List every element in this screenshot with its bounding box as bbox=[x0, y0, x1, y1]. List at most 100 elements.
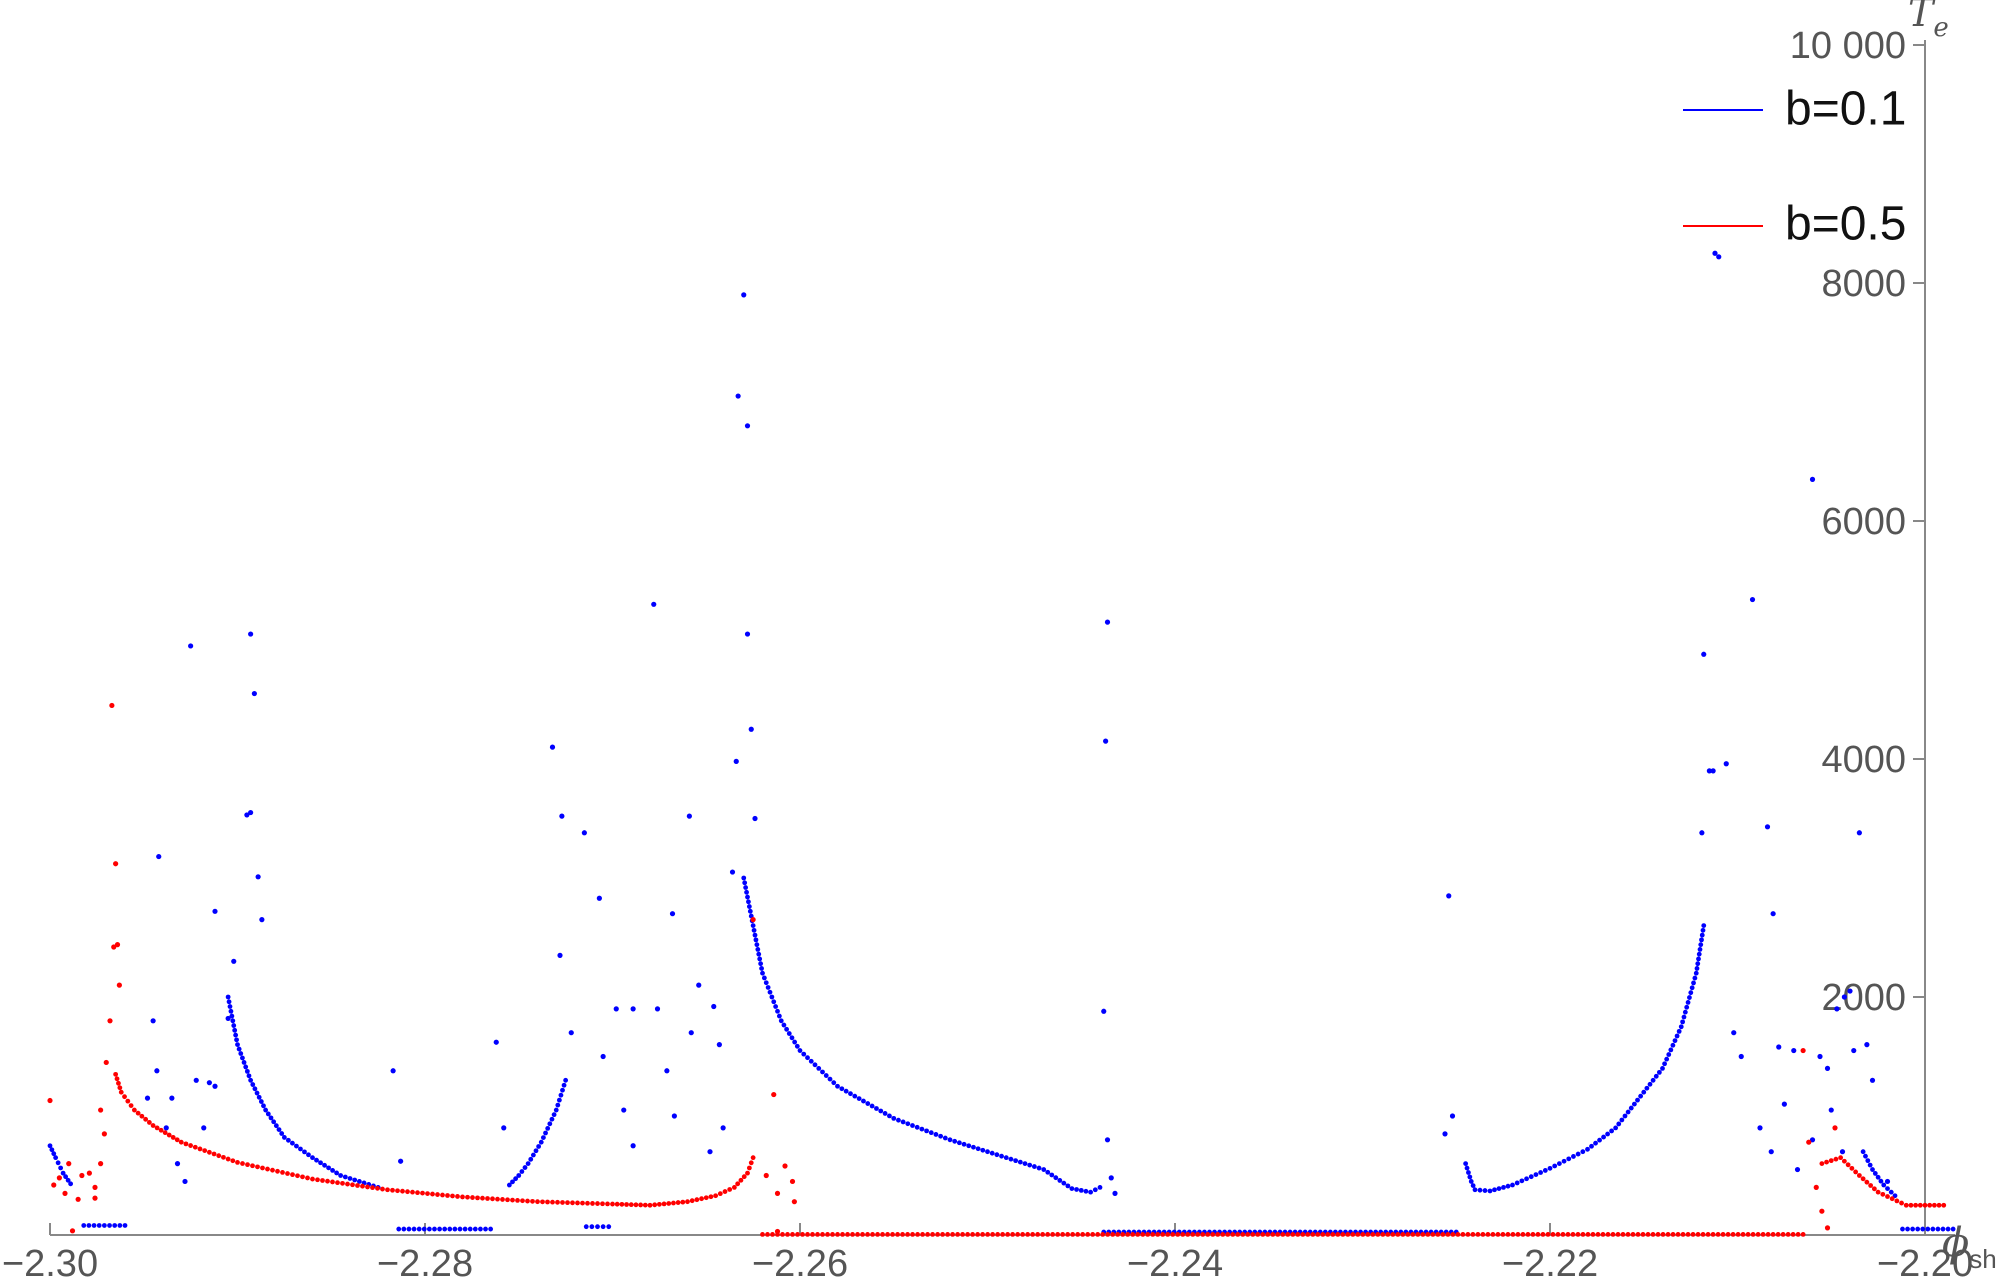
data-point bbox=[245, 1162, 250, 1168]
data-point bbox=[294, 1143, 299, 1149]
data-point bbox=[955, 1232, 961, 1237]
data-point bbox=[816, 1066, 822, 1071]
data-point bbox=[1565, 1232, 1571, 1237]
data-point bbox=[1847, 988, 1853, 994]
data-point bbox=[1215, 1232, 1221, 1237]
data-point bbox=[493, 1039, 499, 1045]
data-point bbox=[1925, 1226, 1931, 1232]
data-point bbox=[619, 1201, 625, 1207]
data-point bbox=[870, 1232, 875, 1237]
data-point bbox=[750, 1155, 756, 1161]
data-point bbox=[1701, 923, 1707, 928]
data-point bbox=[731, 1185, 737, 1190]
data-point bbox=[1676, 1028, 1682, 1034]
data-point bbox=[1455, 1232, 1461, 1237]
data-point bbox=[1660, 1232, 1666, 1237]
data-point bbox=[86, 1170, 92, 1176]
data-point bbox=[96, 1223, 102, 1228]
data-point bbox=[745, 894, 750, 900]
data-point bbox=[794, 1043, 800, 1049]
data-point bbox=[1668, 1047, 1674, 1053]
data-point bbox=[1867, 1162, 1873, 1168]
data-point bbox=[352, 1177, 358, 1183]
data-point bbox=[1036, 1165, 1042, 1171]
data-point bbox=[559, 813, 565, 819]
data-point bbox=[1460, 1232, 1466, 1237]
data-point bbox=[1841, 1158, 1847, 1164]
data-point bbox=[1570, 1232, 1576, 1237]
data-point bbox=[1680, 1232, 1686, 1237]
data-point bbox=[750, 917, 756, 923]
data-point bbox=[729, 869, 736, 875]
data-point bbox=[1470, 1232, 1476, 1237]
data-point bbox=[664, 1068, 670, 1074]
data-point bbox=[401, 1226, 407, 1232]
data-point bbox=[101, 1131, 107, 1137]
data-point bbox=[385, 1187, 390, 1193]
data-point bbox=[595, 1224, 600, 1230]
data-point bbox=[150, 1123, 156, 1128]
data-point bbox=[688, 1030, 694, 1036]
data-point bbox=[421, 1226, 427, 1232]
data-point bbox=[92, 1195, 98, 1201]
data-point bbox=[229, 1013, 235, 1019]
data-point bbox=[116, 982, 122, 988]
data-point bbox=[827, 1076, 833, 1082]
data-point bbox=[746, 904, 752, 909]
data-point bbox=[1853, 1169, 1859, 1175]
data-point bbox=[1519, 1178, 1525, 1184]
data-point bbox=[789, 1178, 796, 1185]
data-point bbox=[1593, 1140, 1598, 1146]
data-point bbox=[975, 1146, 981, 1152]
data-point bbox=[727, 1187, 733, 1192]
data-point bbox=[425, 1191, 430, 1196]
data-point bbox=[652, 1202, 658, 1208]
data-point bbox=[789, 1035, 795, 1041]
data-point bbox=[875, 1232, 880, 1237]
data-point bbox=[1941, 1202, 1947, 1208]
data-point bbox=[281, 1135, 287, 1140]
data-point bbox=[360, 1183, 365, 1189]
data-point bbox=[945, 1232, 951, 1237]
data-point bbox=[808, 1058, 814, 1064]
data-point bbox=[233, 1032, 239, 1038]
data-point bbox=[1694, 966, 1700, 971]
data-point bbox=[1917, 1202, 1923, 1208]
y-ticks: 2000 4000 6000 8000 10 000 bbox=[1790, 25, 1925, 1019]
data-point bbox=[1080, 1232, 1086, 1237]
data-point bbox=[1660, 1066, 1665, 1071]
data-point bbox=[874, 1106, 879, 1111]
data-point bbox=[784, 1026, 790, 1032]
data-point bbox=[51, 1182, 57, 1188]
data-point bbox=[1035, 1232, 1041, 1237]
data-point bbox=[748, 1160, 754, 1166]
data-point bbox=[1245, 1232, 1251, 1237]
data-point bbox=[1300, 1232, 1306, 1237]
data-point bbox=[122, 1223, 128, 1228]
data-point bbox=[685, 1199, 690, 1205]
data-point bbox=[1730, 1232, 1736, 1237]
data-point bbox=[1110, 1232, 1116, 1237]
data-point bbox=[1828, 1107, 1834, 1113]
data-point bbox=[928, 1130, 934, 1136]
data-point bbox=[248, 631, 254, 637]
data-point bbox=[1528, 1174, 1534, 1180]
data-point bbox=[1467, 1174, 1473, 1180]
data-point bbox=[314, 1157, 319, 1163]
data-point bbox=[713, 1193, 719, 1199]
data-point bbox=[1195, 1232, 1201, 1237]
data-point bbox=[1463, 1161, 1469, 1166]
data-point bbox=[1070, 1232, 1076, 1237]
data-point bbox=[1628, 1105, 1634, 1111]
data-point bbox=[302, 1149, 307, 1155]
data-point bbox=[1480, 1232, 1486, 1237]
data-point bbox=[240, 1161, 245, 1166]
data-point bbox=[107, 1018, 113, 1024]
data-point bbox=[1674, 1033, 1680, 1039]
data-point bbox=[1425, 1232, 1431, 1237]
data-point bbox=[735, 393, 741, 399]
data-point bbox=[1105, 1232, 1111, 1237]
data-point bbox=[895, 1232, 900, 1237]
data-point bbox=[216, 1153, 222, 1159]
data-point bbox=[805, 1232, 810, 1237]
